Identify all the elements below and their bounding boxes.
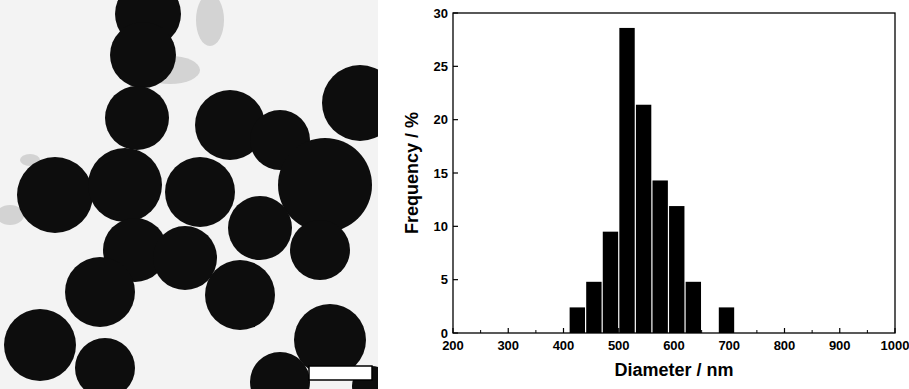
sphere xyxy=(17,157,93,233)
x-minor-tick xyxy=(480,330,481,333)
y-tick xyxy=(453,119,458,120)
sphere xyxy=(105,86,169,150)
y-tick-label: 0 xyxy=(441,326,448,341)
tem-background xyxy=(0,0,378,389)
sphere xyxy=(88,148,162,222)
debris xyxy=(196,0,224,46)
x-tick-label: 300 xyxy=(497,338,519,353)
histogram-bar xyxy=(570,307,585,333)
x-tick-label: 800 xyxy=(774,338,796,353)
x-tick-label: 900 xyxy=(829,338,851,353)
y-tick xyxy=(453,66,458,67)
histogram-bar xyxy=(719,307,734,333)
histogram-bar xyxy=(586,282,601,333)
x-tick xyxy=(729,328,730,333)
sphere xyxy=(290,220,350,280)
y-tick-label: 25 xyxy=(434,59,448,74)
x-minor-tick xyxy=(701,330,702,333)
x-tick xyxy=(839,328,840,333)
x-minor-tick xyxy=(756,330,757,333)
sphere xyxy=(153,226,217,290)
histogram-bar xyxy=(653,180,668,333)
x-tick xyxy=(618,328,619,333)
x-tick xyxy=(508,328,509,333)
x-tick xyxy=(784,328,785,333)
y-tick xyxy=(453,12,458,13)
plot-frame xyxy=(453,13,895,333)
y-tick xyxy=(453,172,458,173)
x-tick-label: 600 xyxy=(663,338,685,353)
sphere xyxy=(165,157,235,227)
sphere xyxy=(205,260,275,330)
scale-bar xyxy=(309,366,372,380)
sphere xyxy=(65,257,135,327)
x-axis-title: Diameter / nm xyxy=(614,360,733,380)
x-tick xyxy=(452,328,453,333)
x-tick-label: 400 xyxy=(553,338,575,353)
sphere xyxy=(4,309,76,381)
y-tick-label: 30 xyxy=(434,6,448,21)
x-tick xyxy=(894,328,895,333)
x-tick-label: 700 xyxy=(718,338,740,353)
histogram-bar xyxy=(619,28,634,333)
tem-image xyxy=(0,0,378,389)
sphere xyxy=(278,138,372,232)
y-tick-label: 5 xyxy=(441,272,448,287)
y-tick xyxy=(453,279,458,280)
y-tick xyxy=(453,332,458,333)
x-tick-label: 500 xyxy=(608,338,630,353)
y-axis-title: Frequency / % xyxy=(402,112,422,234)
x-minor-tick xyxy=(646,330,647,333)
x-tick-label: 1000 xyxy=(881,338,909,353)
y-tick-label: 20 xyxy=(434,112,448,127)
figure: 2003004005006007008009001000051015202530… xyxy=(0,0,909,389)
x-tick xyxy=(673,328,674,333)
histogram-bar xyxy=(686,282,701,333)
y-tick-label: 15 xyxy=(434,166,448,181)
y-tick xyxy=(453,226,458,227)
x-minor-tick xyxy=(591,330,592,333)
x-minor-tick xyxy=(867,330,868,333)
sphere xyxy=(250,352,310,389)
x-minor-tick xyxy=(812,330,813,333)
sphere xyxy=(75,338,135,389)
histogram-bar xyxy=(636,105,651,333)
sphere xyxy=(322,65,378,141)
histogram-bar xyxy=(603,232,618,333)
sphere xyxy=(110,22,176,88)
y-tick-label: 10 xyxy=(434,219,448,234)
histogram-bar xyxy=(669,206,684,333)
bars xyxy=(570,28,735,333)
x-minor-tick xyxy=(535,330,536,333)
canvas: 2003004005006007008009001000051015202530… xyxy=(0,0,909,389)
x-tick xyxy=(563,328,564,333)
sphere xyxy=(228,196,292,260)
